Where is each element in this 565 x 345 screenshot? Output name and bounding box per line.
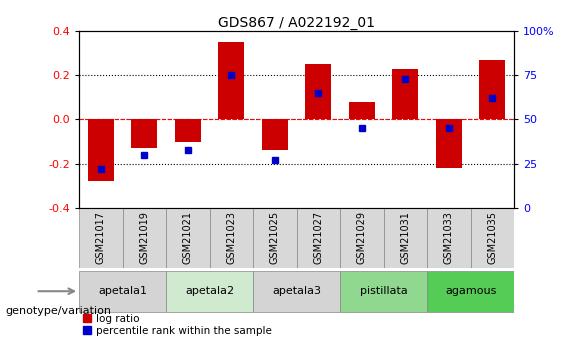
Bar xyxy=(305,64,332,119)
Legend: log ratio, percentile rank within the sample: log ratio, percentile rank within the sa… xyxy=(79,309,276,340)
Bar xyxy=(349,102,375,119)
Text: GSM21033: GSM21033 xyxy=(444,211,454,264)
Bar xyxy=(166,271,253,312)
Bar xyxy=(392,69,419,119)
Bar xyxy=(427,208,471,268)
Text: apetala1: apetala1 xyxy=(98,286,147,296)
Bar xyxy=(253,271,340,312)
Bar xyxy=(166,208,210,268)
Bar xyxy=(253,208,297,268)
Bar xyxy=(297,208,340,268)
Text: agamous: agamous xyxy=(445,286,496,296)
Bar xyxy=(88,119,114,181)
Text: GSM21035: GSM21035 xyxy=(488,211,497,264)
Bar xyxy=(427,271,514,312)
Bar xyxy=(210,208,253,268)
Text: GSM21019: GSM21019 xyxy=(140,211,149,264)
Bar xyxy=(79,208,123,268)
Bar xyxy=(340,271,427,312)
Text: GSM21017: GSM21017 xyxy=(96,211,106,264)
Text: genotype/variation: genotype/variation xyxy=(6,306,112,315)
Bar xyxy=(218,42,245,119)
Text: GSM21023: GSM21023 xyxy=(227,211,236,264)
Bar xyxy=(436,119,462,168)
Bar xyxy=(79,271,166,312)
Bar xyxy=(479,60,506,119)
Bar xyxy=(262,119,288,150)
Title: GDS867 / A022192_01: GDS867 / A022192_01 xyxy=(218,16,375,30)
Text: apetala3: apetala3 xyxy=(272,286,321,296)
Text: GSM21031: GSM21031 xyxy=(401,211,410,264)
Bar xyxy=(471,208,514,268)
Bar xyxy=(175,119,201,141)
Bar xyxy=(384,208,427,268)
Text: GSM21025: GSM21025 xyxy=(270,211,280,264)
Text: GSM21029: GSM21029 xyxy=(357,211,367,264)
Text: apetala2: apetala2 xyxy=(185,286,234,296)
Text: GSM21021: GSM21021 xyxy=(183,211,193,264)
Bar xyxy=(123,208,166,268)
Bar xyxy=(131,119,158,148)
Text: pistillata: pistillata xyxy=(360,286,407,296)
Bar xyxy=(340,208,384,268)
Text: GSM21027: GSM21027 xyxy=(314,211,323,264)
